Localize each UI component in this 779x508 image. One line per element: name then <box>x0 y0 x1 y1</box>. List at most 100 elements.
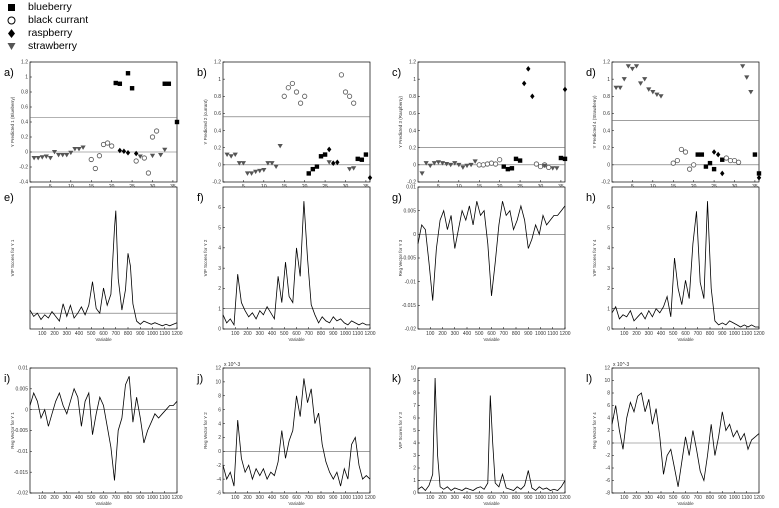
square-marker <box>129 86 135 91</box>
y-tick-label: 0 <box>607 327 610 333</box>
triangle-marker <box>76 147 82 152</box>
triangle-marker-icon <box>7 43 16 50</box>
panel-label: c) <box>392 67 401 79</box>
x-tick-label: 300 <box>451 495 460 501</box>
x-tick-label: 400 <box>268 331 277 337</box>
x-tick-label: 500 <box>475 331 484 337</box>
x-tick-label: 700 <box>500 495 509 501</box>
y-tick-label: 8 <box>218 393 221 399</box>
x-tick-label: 500 <box>280 495 289 501</box>
y-tick-label: 1.2 <box>21 60 28 66</box>
square-marker <box>174 119 180 125</box>
panel-label: b) <box>197 67 207 79</box>
y-tick-label: -0.005 <box>14 428 28 434</box>
circle-marker <box>342 89 349 95</box>
square-marker <box>310 166 316 172</box>
x-axis-label: Variable <box>483 337 500 342</box>
x-tick-label: 900 <box>718 331 727 337</box>
plot-frame <box>29 186 178 330</box>
legend-label: blueberry <box>28 1 72 13</box>
circle-marker <box>302 93 308 99</box>
circle-marker <box>497 157 503 163</box>
triangle-marker <box>43 154 49 159</box>
circle-marker <box>88 156 94 163</box>
square-marker <box>752 152 758 157</box>
panel-label: i) <box>4 373 10 385</box>
triangle-marker <box>248 171 255 176</box>
y-tick-label: -0.01 <box>17 449 29 455</box>
triangle-marker <box>257 168 263 174</box>
panel-label: l) <box>586 373 592 385</box>
x-tick-label: 1100 <box>741 495 752 501</box>
x-tick-label: 900 <box>136 331 145 337</box>
panel-g: g) 100 200 300 400 500 600 700 800 900 1000 1100 120… <box>392 185 571 342</box>
y-tick-label: -0.2 <box>601 180 610 186</box>
series-line <box>417 377 566 492</box>
legend-item-blueberry: blueberry <box>4 1 124 14</box>
x-tick-label: 300 <box>451 331 460 337</box>
y-tick-label: 3 <box>607 266 610 272</box>
y-tick-label: 0.4 <box>409 128 416 134</box>
circle-marker <box>351 100 357 106</box>
y-tick-label: 10 <box>410 366 416 372</box>
square-marker <box>513 156 519 162</box>
panel-f: f)100 200 300 400 500 600 700 800 900 1000 1100 120… <box>197 186 376 342</box>
x-axis-label: Variable <box>483 501 500 506</box>
x-axis-label: Variable <box>95 501 112 506</box>
x-axis-label: Variable <box>677 501 694 506</box>
panel-label: g) <box>392 192 402 204</box>
y-tick-label: 0.2 <box>21 135 28 141</box>
y-tick-label: -2 <box>217 463 222 469</box>
triangle-marker <box>232 152 238 157</box>
y-tick-label: 0 <box>218 327 221 333</box>
plot-frame <box>222 367 371 494</box>
y-tick-label: 0.4 <box>21 120 28 126</box>
series-line <box>611 201 759 328</box>
x-tick-label: 300 <box>645 495 654 501</box>
y-tick-label: 0 <box>413 491 416 497</box>
panel-label: e) <box>4 192 14 204</box>
diamond-marker <box>331 160 336 166</box>
y-tick-label: 0.005 <box>15 387 28 393</box>
x-tick-label: 700 <box>694 495 703 501</box>
panel-k: k)100 200 300 400 500 600 700 800 900 1000 1100 120… <box>392 366 571 506</box>
x-tick-label: 900 <box>136 495 145 501</box>
circle-marker <box>92 165 98 172</box>
y-tick-label: 0.4 <box>214 128 221 134</box>
x-tick-label: 200 <box>243 331 252 337</box>
triangle-marker <box>654 92 660 97</box>
triangle-marker <box>443 162 450 167</box>
square-marker <box>306 171 311 176</box>
y-tick-label: 6 <box>607 403 610 409</box>
triangle-marker <box>51 150 58 155</box>
triangle-marker <box>460 165 466 170</box>
y-tick-label: 4 <box>607 416 610 422</box>
y-tick-label: 2 <box>218 435 221 441</box>
square-marker <box>517 158 523 163</box>
x-tick-label: 400 <box>75 331 84 337</box>
panel-label: d) <box>586 67 596 79</box>
y-axis-label: Y Predicted 3 (Raspberry) <box>398 96 403 148</box>
diamond-marker <box>117 147 123 154</box>
x-tick-label: 700 <box>305 495 314 501</box>
square-marker <box>699 152 705 157</box>
triangle-marker <box>253 169 259 175</box>
triangle-marker <box>224 152 230 157</box>
x-tick-label: 700 <box>112 495 121 501</box>
square-marker <box>162 81 167 86</box>
y-tick-label: 9 <box>413 378 416 384</box>
diamond-marker <box>720 170 725 177</box>
series-blueberry <box>501 155 568 172</box>
triangle-marker <box>448 162 454 168</box>
panel-d: d)5101520253035-0.200.20.40.60.811.2Samp… <box>586 60 762 195</box>
circle-marker <box>149 134 156 140</box>
triangle-marker <box>346 167 353 172</box>
circle-marker <box>96 153 103 159</box>
y-axis-label: Reg Vector for Y 2 <box>203 412 208 449</box>
triangle-marker <box>60 153 66 158</box>
triangle-marker <box>228 154 234 159</box>
square-marker <box>166 81 172 86</box>
triangle-marker <box>468 162 474 168</box>
triangle-marker <box>55 153 62 158</box>
series-raspberry <box>711 149 762 181</box>
